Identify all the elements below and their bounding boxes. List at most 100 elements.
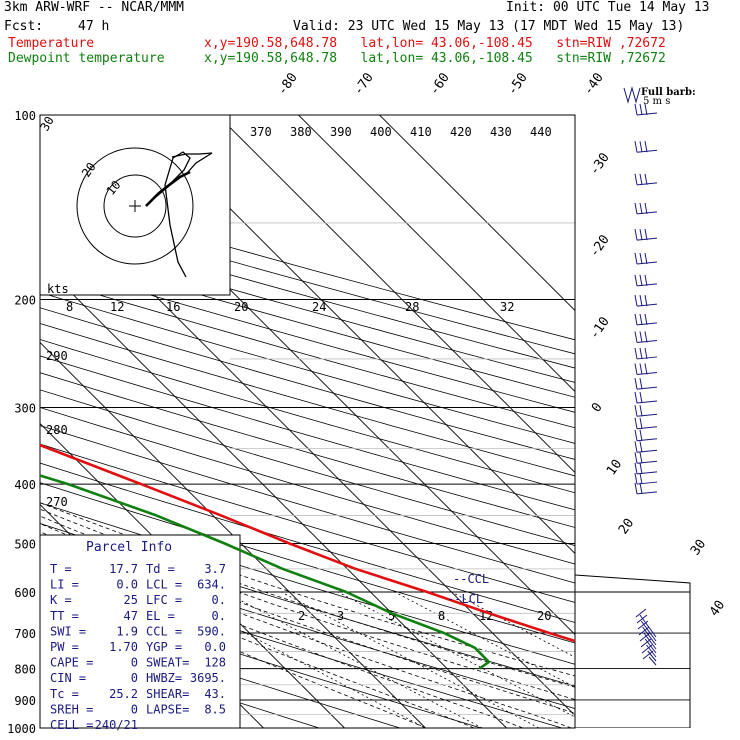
low-wind-barb — [646, 644, 657, 658]
temperature-location: x,y=190.58,648.78 lat,lon= 43.06,-108.45… — [204, 36, 666, 51]
wind-barb-flag — [639, 103, 643, 116]
dry-adiabat — [40, 323, 575, 477]
parcel-row-label2: Td = — [146, 562, 175, 576]
mixing-ratio-line — [337, 591, 575, 718]
wind-barb-flag — [644, 363, 648, 375]
dry-adiabat — [40, 307, 575, 460]
parcel-row-value2: 8.5 — [204, 702, 226, 716]
theta-label: 280 — [46, 423, 68, 437]
moist-adiabat — [40, 508, 575, 688]
wind-barb-flag — [639, 441, 643, 453]
wind-barb-staff — [636, 449, 658, 453]
wind-barb-flag — [634, 452, 638, 464]
parcel-row-value2: 0. — [212, 593, 226, 607]
lower-right-frame — [574, 574, 691, 728]
parcel-row-value2: 0. — [212, 609, 226, 623]
wind-barb-flag — [644, 173, 648, 185]
parcel-row-value2: 43. — [204, 687, 226, 701]
wind-barb-flag — [634, 378, 638, 390]
parcel-info-title: Parcel Info — [86, 540, 172, 555]
dewpoint-location: x,y=190.58,648.78 lat,lon= 43.06,-108.45… — [204, 51, 666, 66]
temperature-legend: Temperature — [8, 36, 95, 51]
theta-e-label: 440 — [530, 125, 552, 139]
theta-label: 270 — [46, 495, 68, 509]
wind-barb-flag — [644, 202, 648, 215]
parcel-row-value2: 128 — [204, 656, 226, 670]
parcel-row-value2: 0.0 — [204, 640, 226, 654]
theta-e-label: 390 — [330, 125, 352, 139]
parcel-row-value: 1.70 — [109, 640, 138, 654]
wind-barb-flag — [644, 274, 648, 286]
pressure-label: 400 — [14, 478, 36, 492]
wind-barb-flag — [634, 295, 638, 307]
forecast-label: Fcst: — [4, 19, 44, 34]
wind-barb-flag — [634, 229, 638, 241]
isotherm-label: -10 — [587, 314, 613, 342]
wind-barb-flag — [639, 378, 643, 390]
parcel-row-label2: EL = — [146, 609, 175, 623]
forecast-hour: 47 h — [78, 19, 110, 34]
parcel-row-value: 240/21 — [95, 718, 138, 732]
speed-label: 16 — [166, 300, 180, 314]
parcel-row-value: 0 — [131, 656, 138, 670]
speed-label: 8 — [66, 300, 73, 314]
parcel-info-panel: Parcel Info T = 17.7 Td = 3.7LI = 0.0 LCL = 63… — [39, 534, 241, 732]
parcel-row-value2: 590. — [197, 624, 226, 638]
parcel-row-label: SWI = — [50, 624, 86, 638]
pressure-label: 600 — [14, 586, 36, 600]
sounding-traces — [40, 443, 575, 670]
parcel-row-value: 25.2 — [109, 687, 138, 701]
parcel-row-label2: YGP = — [146, 640, 182, 654]
wind-barb-flag — [644, 295, 648, 307]
lcl-marker: --LCL — [447, 592, 483, 606]
barb-legend-icon — [623, 86, 641, 104]
parcel-row-label: TT = — [50, 609, 79, 623]
theta-e-label: 420 — [450, 125, 472, 139]
wind-barb-flag — [639, 202, 643, 215]
hodograph: 20 10 30 kts — [37, 114, 231, 296]
wind-barb-flag — [634, 313, 638, 325]
mixing-ratio-label: 5 — [388, 609, 395, 623]
wind-barb-flag — [639, 347, 643, 360]
wind-barb-flag — [644, 331, 648, 343]
wind-barb-flag — [639, 429, 643, 441]
parcel-row-label2: LFC = — [146, 593, 182, 607]
barb-legend-line1: Full barb: — [641, 87, 696, 98]
low-wind-barb-flag — [641, 644, 653, 654]
mixing-ratio-label: 2 — [298, 609, 305, 623]
parcel-row-label: CAPE = — [50, 656, 93, 670]
wind-barb-flag — [634, 391, 638, 404]
wind-barb-flag — [639, 295, 643, 307]
parcel-row-label: SREH = — [50, 702, 93, 716]
wind-barb-flag — [634, 441, 638, 453]
wind-barbs — [634, 103, 658, 495]
wind-barb-flag — [639, 173, 643, 185]
parcel-row-value: 0 — [131, 671, 138, 685]
wind-barb-staff — [636, 400, 658, 404]
parcel-row-label: T = — [50, 562, 72, 576]
parcel-row-label: CIN = — [50, 671, 86, 685]
wind-barb-flag — [634, 103, 638, 116]
parcel-row-value2: 3.7 — [204, 562, 226, 576]
isotherm-label: 10 — [604, 457, 625, 478]
parcel-row-value: 25 — [124, 593, 138, 607]
parcel-row-label: LI = — [50, 578, 79, 592]
hodograph-units: kts — [47, 282, 69, 296]
isotherm-line — [379, 115, 575, 312]
wind-barb-flag — [644, 313, 648, 325]
wind-barb-flag — [639, 417, 643, 429]
wind-barb-flag — [639, 331, 643, 343]
wind-barb-flag — [639, 391, 643, 404]
mixing-ratio-label: 20 — [537, 609, 551, 623]
wind-barb-flag — [644, 229, 648, 241]
isotherm-line — [136, 115, 575, 555]
dewpoint-trace — [40, 474, 491, 670]
wind-barb-flag — [639, 252, 643, 265]
parcel-row-label2: SHEAR= — [146, 687, 189, 701]
pressure-label: 500 — [14, 537, 36, 551]
parcel-row-label: CELL = — [50, 718, 93, 732]
wind-barb-flag — [634, 482, 638, 494]
wind-barb-flag — [639, 482, 643, 494]
wind-barb-flag — [639, 472, 643, 485]
